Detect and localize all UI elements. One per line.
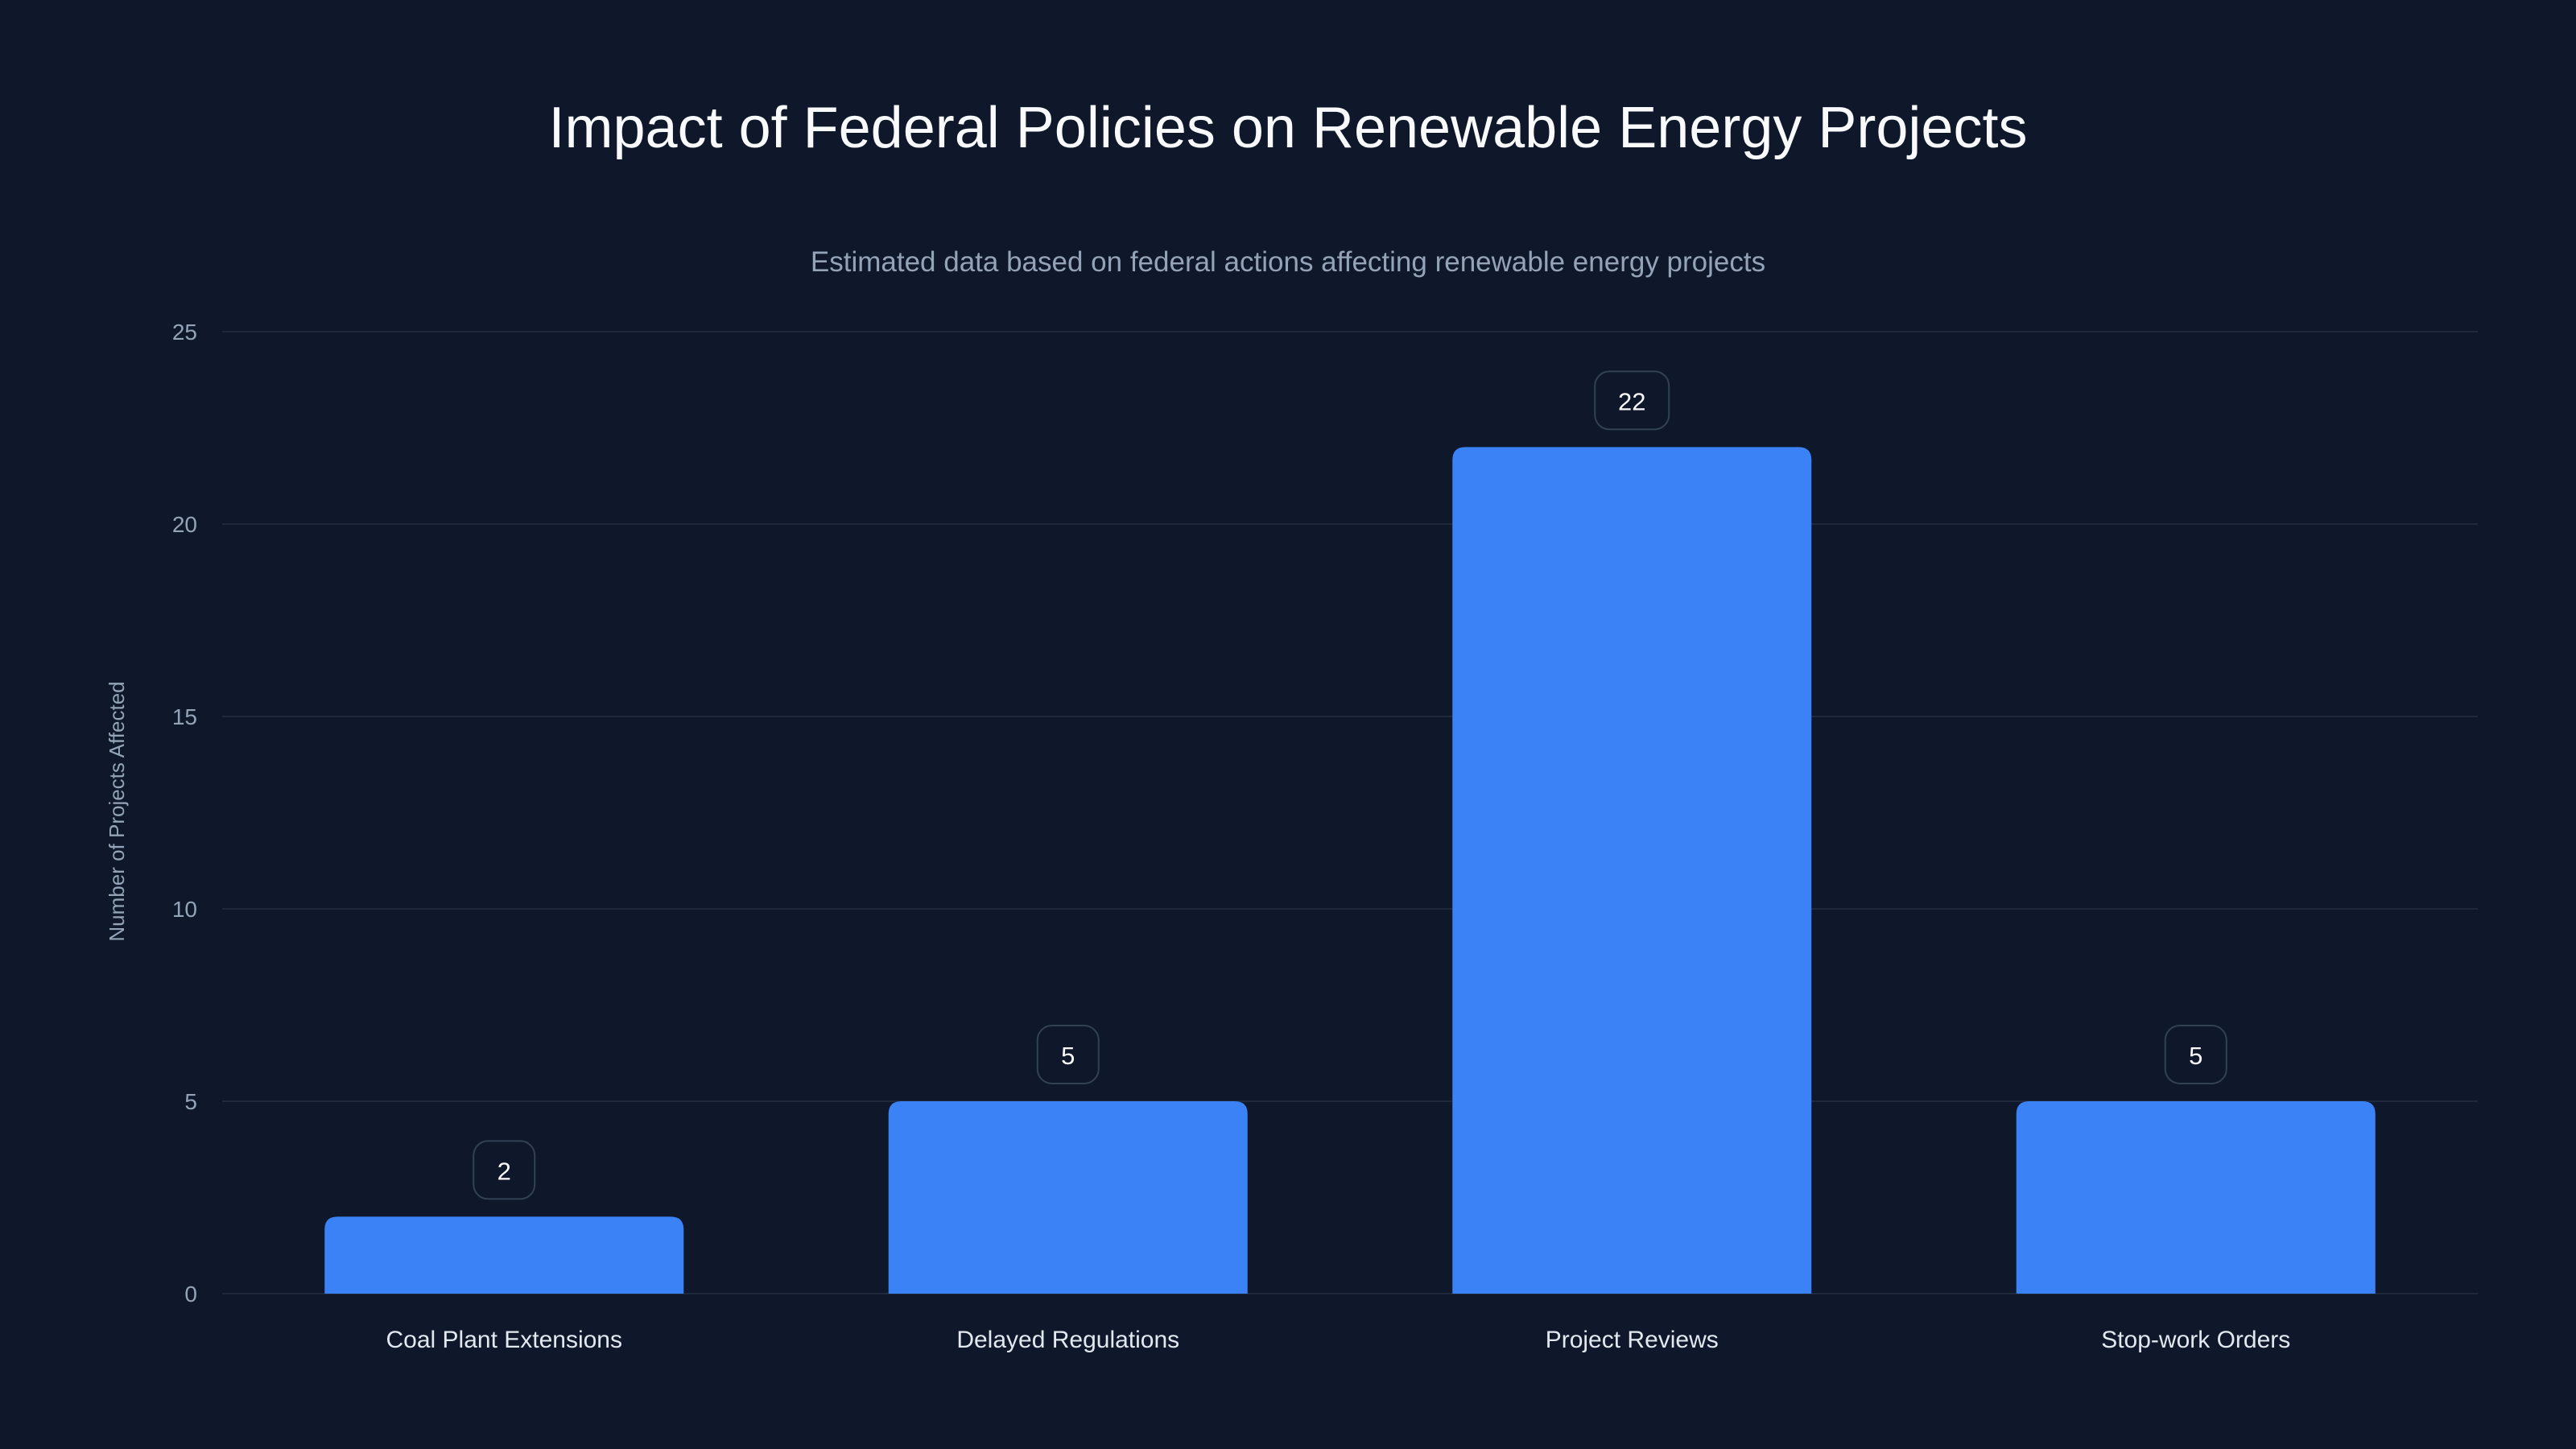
data-label: 5 (2189, 1042, 2202, 1070)
y-tick-label: 10 (172, 897, 197, 922)
data-label-box (1594, 370, 1670, 431)
y-tick-label: 5 (184, 1089, 197, 1114)
y-tick-label: 15 (172, 704, 197, 729)
y-axis-label: Number of Projects Affected (105, 681, 129, 941)
data-label: 22 (1618, 387, 1645, 415)
data-label: 5 (1061, 1042, 1075, 1070)
data-label: 2 (497, 1157, 511, 1185)
data-label-box (1036, 1025, 1100, 1084)
bar (888, 1101, 1248, 1294)
x-tick-label: Project Reviews (1546, 1327, 1719, 1353)
data-label-box (473, 1140, 536, 1200)
y-tick-label: 0 (184, 1282, 197, 1307)
chart-title: Impact of Federal Policies on Renewable … (548, 96, 2028, 160)
x-tick-label: Coal Plant Extensions (386, 1327, 623, 1353)
y-tick-label: 25 (172, 320, 197, 345)
bar (324, 1216, 684, 1294)
bar (2016, 1101, 2376, 1294)
bar (1452, 447, 1812, 1294)
data-label-box (2164, 1025, 2227, 1084)
y-tick-label: 20 (172, 512, 197, 537)
chart-subtitle: Estimated data based on federal actions … (810, 246, 1766, 278)
x-tick-label: Stop-work Orders (2101, 1327, 2290, 1353)
x-tick-label: Delayed Regulations (956, 1327, 1179, 1353)
